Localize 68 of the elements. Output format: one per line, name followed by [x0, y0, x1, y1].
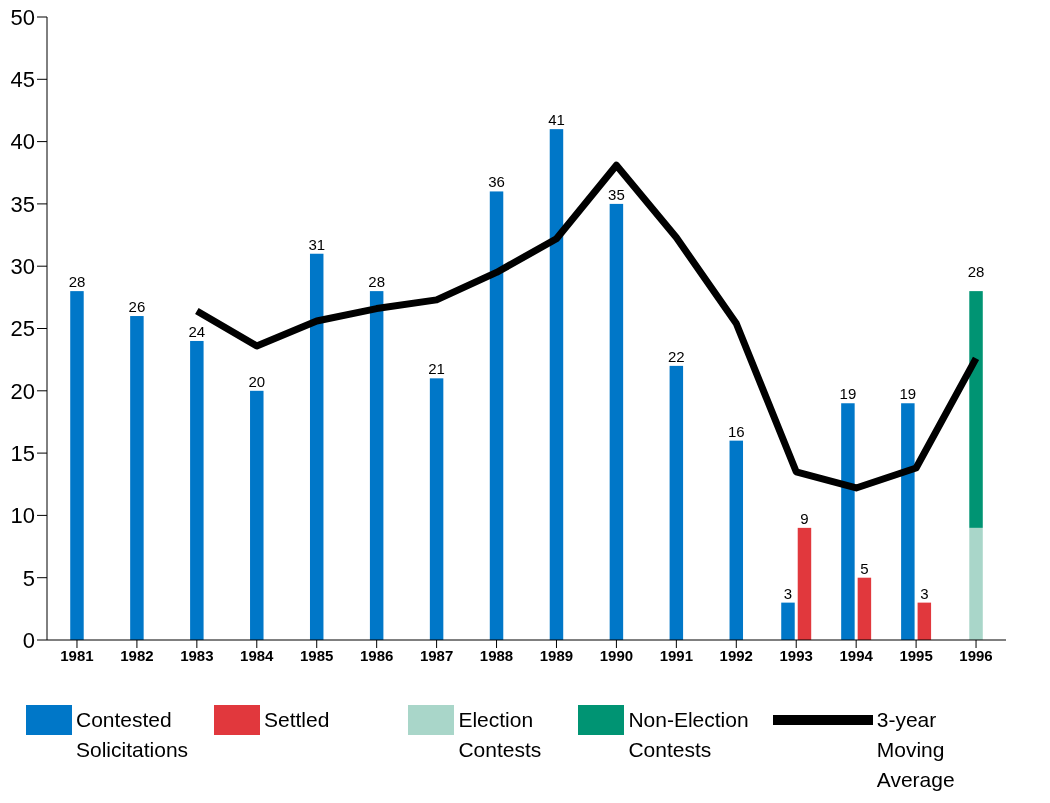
data-label: 9: [800, 509, 809, 527]
data-label: 36: [488, 173, 505, 191]
data-label: 19: [839, 385, 857, 403]
x-tick-label: 1993: [779, 646, 813, 664]
x-tick-label: 1990: [599, 646, 634, 664]
x-tick-label: 1984: [240, 646, 275, 664]
data-label: 21: [428, 360, 445, 378]
bar: [549, 129, 564, 640]
x-tick-label: 1988: [479, 646, 514, 664]
data-label: 28: [68, 273, 86, 291]
x-tick-label: 1986: [359, 646, 394, 664]
y-tick-label: 25: [10, 316, 35, 342]
data-label: 22: [668, 347, 685, 365]
data-label: 28: [368, 273, 385, 291]
bar: [130, 316, 144, 640]
y-tick-label: 40: [10, 129, 35, 155]
bar: [669, 365, 684, 640]
data-label: 19: [899, 385, 917, 403]
legend-label: Election Contests: [458, 707, 543, 763]
bar: [489, 191, 504, 640]
y-tick-label: 45: [10, 67, 35, 93]
bar: [969, 291, 983, 528]
y-tick-label: 50: [10, 4, 35, 30]
x-tick-label: 1981: [60, 646, 94, 664]
data-label: 5: [860, 559, 869, 577]
y-tick-label: 10: [10, 503, 35, 529]
data-label: 35: [608, 185, 625, 203]
bar: [969, 527, 983, 640]
x-tick-label: 1983: [180, 646, 214, 664]
x-tick-label: 1995: [899, 646, 933, 664]
y-tick-label: 30: [10, 254, 35, 280]
bar: [429, 378, 444, 640]
total-label: 28: [967, 263, 985, 281]
data-label: 41: [548, 111, 565, 129]
legend-label: Non-Election Contests: [628, 707, 750, 763]
bar: [797, 527, 812, 640]
legend-label: 3-year Moving Average: [876, 707, 956, 793]
y-tick-label: 35: [10, 191, 35, 217]
legend-label: Settled: [264, 707, 331, 733]
x-tick-label: 1989: [539, 646, 574, 664]
data-label: 16: [727, 422, 745, 440]
bar: [250, 390, 264, 640]
bar: [729, 440, 744, 640]
x-tick-label: 1994: [839, 646, 874, 664]
data-label: 24: [188, 322, 206, 340]
x-tick-label: 1987: [419, 646, 454, 664]
bar: [917, 602, 932, 640]
data-label: 3: [783, 584, 793, 602]
x-tick-label: 1991: [659, 646, 694, 664]
y-tick-label: 0: [22, 627, 35, 653]
y-tick-label: 20: [10, 378, 35, 404]
y-tick-label: 5: [22, 565, 35, 591]
bar: [190, 340, 204, 640]
data-label: 26: [128, 298, 146, 316]
bar: [369, 291, 384, 640]
data-label: 3: [920, 584, 929, 602]
bar: [309, 253, 324, 640]
x-tick-label: 1992: [719, 646, 753, 664]
bar: [857, 577, 872, 640]
bar: [70, 291, 84, 640]
data-label: 20: [248, 372, 266, 390]
x-tick-label: 1996: [959, 646, 993, 664]
legend-label: Contested Solicitations: [76, 707, 190, 763]
y-tick-label: 15: [10, 440, 35, 466]
data-label: 31: [308, 235, 326, 253]
x-tick-label: 1985: [300, 646, 334, 664]
x-tick-label: 1982: [120, 646, 154, 664]
bar: [609, 203, 624, 640]
